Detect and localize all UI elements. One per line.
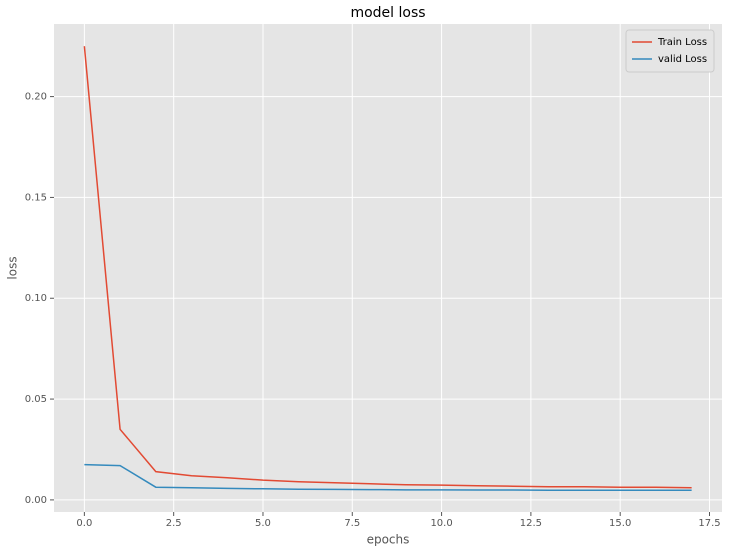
- legend-label: valid Loss: [658, 54, 707, 65]
- y-tick-label: 0.10: [25, 293, 47, 304]
- y-tick-label: 0.20: [25, 92, 47, 103]
- line-series: [84, 463, 692, 491]
- legend-box: [625, 29, 715, 73]
- y-tick-label: 0.15: [25, 192, 47, 203]
- y-axis-label: loss: [6, 256, 20, 279]
- x-tick-label: 5.0: [255, 518, 271, 529]
- plot-area: [54, 24, 722, 512]
- chart-title: model loss: [350, 5, 425, 21]
- x-tick-label: 15.0: [609, 518, 631, 529]
- x-tick-label: 0.0: [76, 518, 92, 529]
- x-tick-label: 2.5: [166, 518, 182, 529]
- x-tick-label: 12.5: [520, 518, 542, 529]
- y-tick-label: 0.00: [25, 495, 47, 506]
- x-tick-label: 10.0: [430, 518, 452, 529]
- line-series: [83, 46, 692, 489]
- x-tick-label: 17.5: [698, 518, 720, 529]
- legend: Train Loss valid Loss: [625, 29, 715, 73]
- legend-label: Train Loss: [657, 37, 707, 48]
- x-tick-label: 7.5: [344, 518, 360, 529]
- x-axis-label: epochs: [367, 533, 410, 547]
- y-tick-label: 0.05: [25, 394, 47, 405]
